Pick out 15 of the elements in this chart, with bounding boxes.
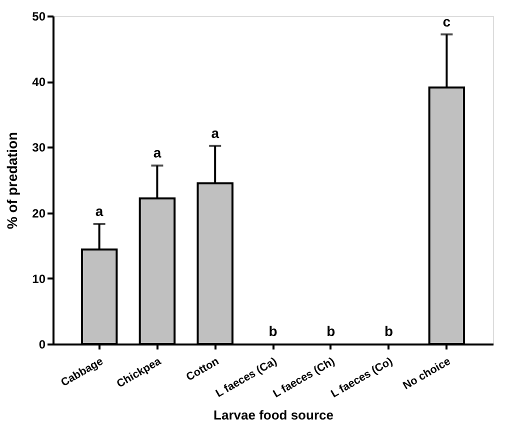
annotation: b: [268, 323, 278, 339]
y-tick-label: 30: [32, 140, 46, 155]
y-tick-label: 50: [32, 10, 46, 24]
y-tick-label: 0: [38, 338, 46, 352]
y-tick-label: 40: [32, 75, 46, 90]
y-tick-label: 20: [32, 206, 46, 220]
annotation: a: [153, 144, 162, 161]
annotation: b: [384, 323, 394, 339]
annotation: a: [211, 124, 220, 141]
y-tick-label: 10: [32, 272, 46, 286]
annotation: a: [95, 202, 104, 219]
y-axis-title: % of predation: [4, 132, 20, 230]
annotation: c: [442, 13, 451, 30]
annotation: b: [326, 323, 336, 339]
x-axis-title: Larvae food source: [214, 408, 334, 423]
